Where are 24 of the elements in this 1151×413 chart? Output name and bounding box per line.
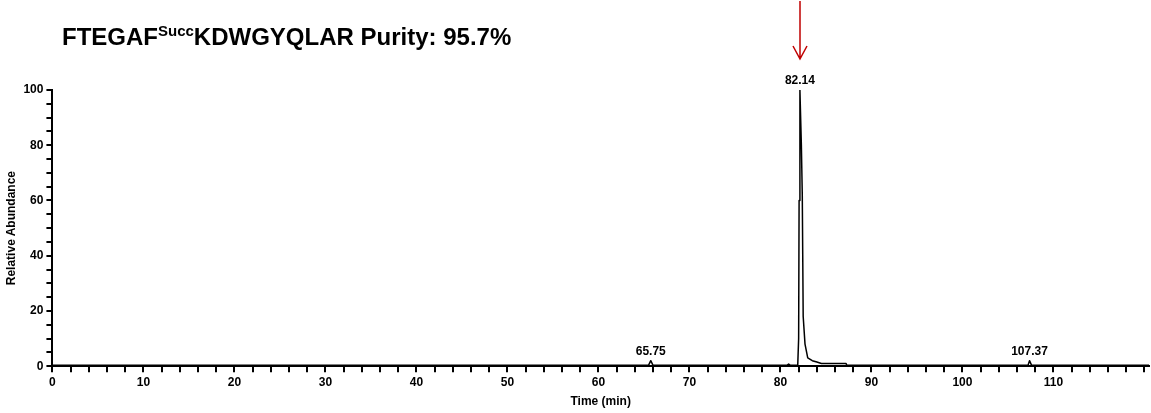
- annotation: 107.37: [1011, 343, 1049, 358]
- x-tick-label: 20: [227, 374, 242, 389]
- y-tick-label: 60: [30, 192, 44, 207]
- x-tick-label: 30: [318, 374, 333, 389]
- annotation: 65.75: [635, 343, 667, 358]
- y-tick-label: 20: [30, 303, 44, 318]
- y-tick-label: 0: [36, 358, 44, 373]
- y-tick-label: 100: [23, 82, 44, 97]
- x-tick-label: 100: [952, 374, 973, 389]
- x-tick-label: 0: [49, 374, 57, 389]
- x-tick-label: 90: [864, 374, 879, 389]
- chart-title: FTEGAF$^{Succ}$KDWGYQLAR Purity: 95.7%: [62, 22, 512, 51]
- annotation: 82.14: [784, 73, 816, 88]
- x-tick-label: 60: [591, 374, 606, 389]
- x-tick-label: 80: [773, 374, 788, 389]
- x-axis-title: Time (min): [570, 394, 631, 409]
- y-tick-label: 40: [30, 248, 44, 263]
- x-tick-label: 50: [500, 374, 515, 389]
- x-tick-label: 10: [136, 374, 151, 389]
- y-axis-title: Relative Abundance: [3, 170, 18, 286]
- x-tick-label: 110: [1043, 374, 1064, 389]
- x-tick-label: 40: [409, 374, 424, 389]
- y-tick-label: 80: [30, 137, 44, 152]
- x-tick-label: 70: [682, 374, 697, 389]
